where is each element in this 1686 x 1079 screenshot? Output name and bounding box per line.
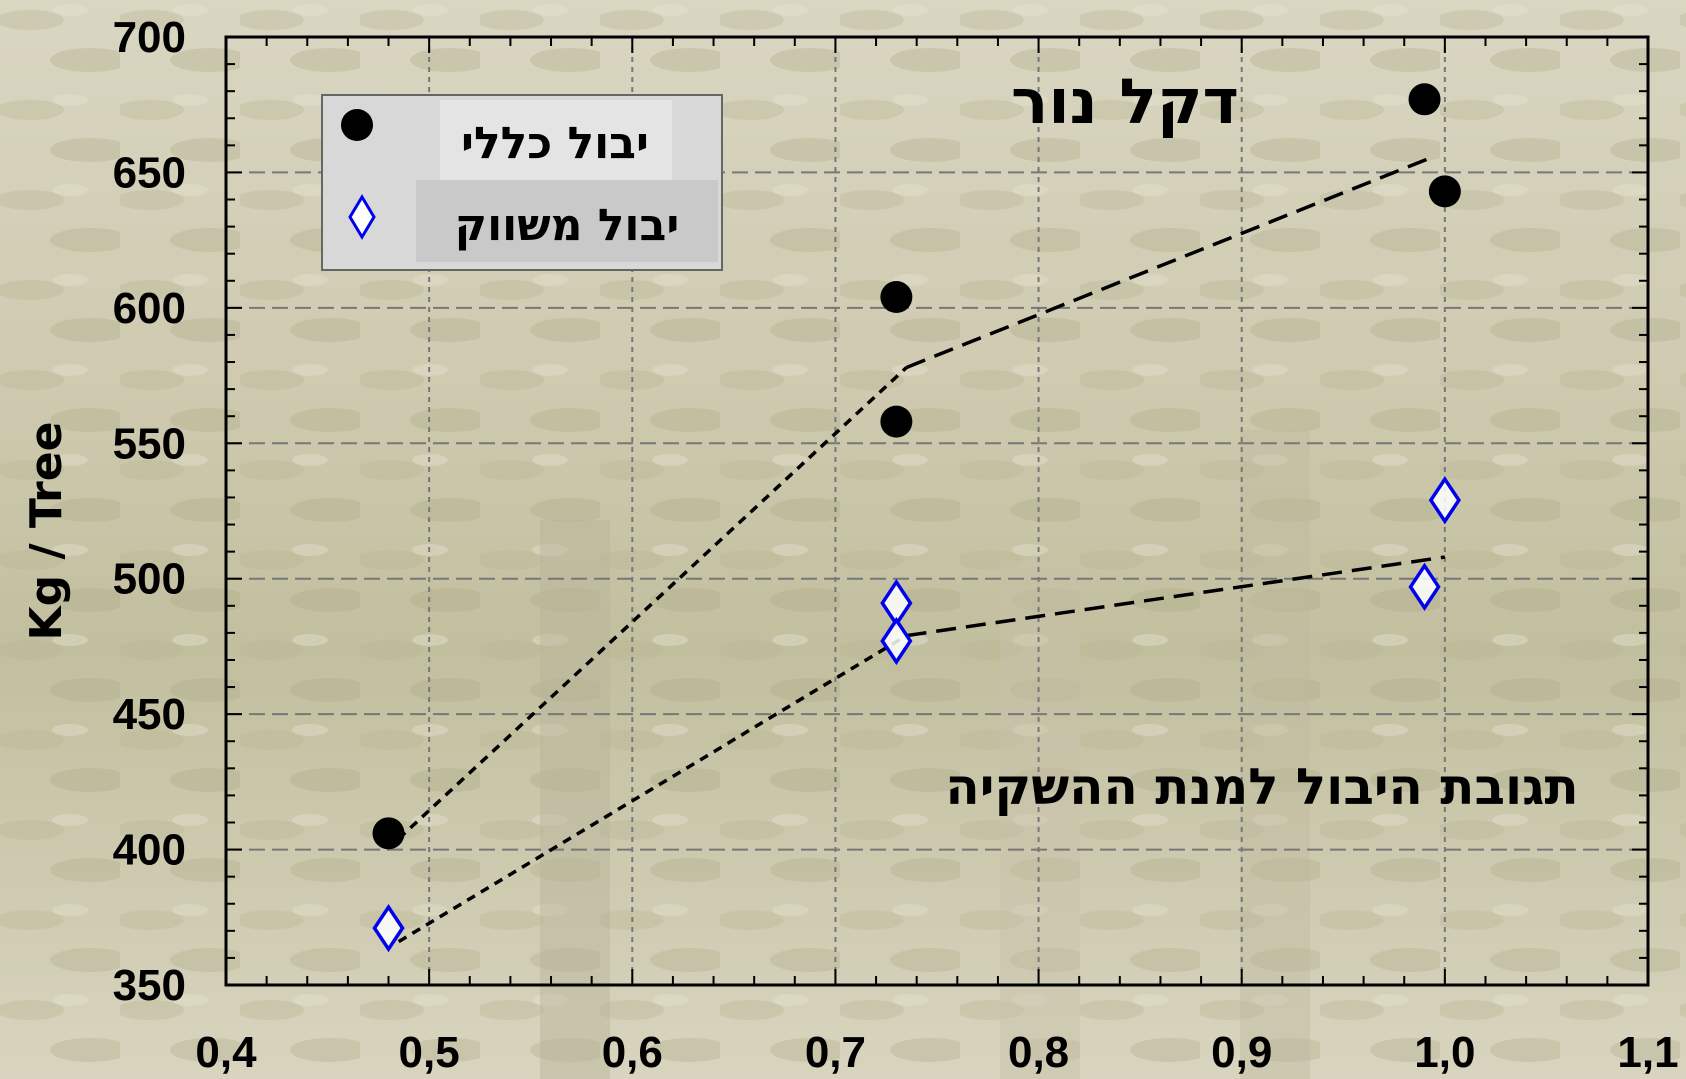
legend-marker-marketed <box>348 194 376 240</box>
legend-label-marketed: יבול משווק <box>455 200 680 251</box>
legend-marker-total <box>341 109 373 141</box>
y-tick-label: 350 <box>113 961 186 1010</box>
axes <box>224 35 1650 987</box>
chart-subtitle: תגובת היבול למנת ההשקיה <box>945 758 1578 816</box>
y-tick-label: 650 <box>113 148 186 197</box>
trend-segment <box>905 154 1436 370</box>
y-tick-label: 500 <box>113 555 186 604</box>
x-tick-label: 0,4 <box>195 1028 257 1077</box>
background-trunks <box>540 430 1310 1079</box>
y-tick-label: 450 <box>113 690 186 739</box>
trend-segment <box>397 634 908 944</box>
point-marketed-yield <box>372 903 405 953</box>
x-tick-label: 0,7 <box>805 1028 866 1077</box>
x-tick-label: 0,8 <box>1008 1028 1069 1077</box>
x-tick-label: 0,9 <box>1211 1028 1272 1077</box>
legend-label-total: יבול כללי <box>461 118 649 169</box>
point-total-yield <box>372 817 405 850</box>
y-tick-label: 600 <box>113 284 186 333</box>
trend-lines <box>397 154 1446 944</box>
y-tick-label: 400 <box>113 826 186 875</box>
plot-frame <box>224 35 1650 987</box>
trend-segment <box>397 366 908 841</box>
x-tick-label: 1,1 <box>1617 1028 1678 1077</box>
chart-title: דקל נור <box>1011 65 1239 138</box>
point-marketed-yield <box>1428 476 1461 525</box>
x-tick-label: 1,0 <box>1414 1028 1475 1077</box>
x-tick-label: 0,6 <box>602 1028 663 1077</box>
point-total-yield <box>1428 175 1461 208</box>
trend-segment <box>906 555 1446 638</box>
point-marketed-yield <box>1408 562 1441 611</box>
y-tick-label: 700 <box>113 13 186 62</box>
ticks: 0,4 0,5 0,6 0,7 0,8 0,9 1,0 1,1 350 400 450 500 550 6… <box>113 13 1679 1077</box>
legend: יבול כללי יבול משווק <box>321 94 723 271</box>
point-total-yield <box>1408 83 1441 116</box>
legend-label-bg-1 <box>440 100 672 182</box>
point-marketed-yield <box>880 616 913 666</box>
point-total-yield <box>880 281 913 314</box>
legend-label-bg-2 <box>416 180 718 262</box>
x-tick-label: 0,5 <box>399 1028 460 1077</box>
point-total-yield <box>880 405 913 438</box>
y-axis-label: Kg / Tree <box>21 422 72 641</box>
data-points <box>372 83 1461 953</box>
y-tick-label: 550 <box>113 419 186 468</box>
